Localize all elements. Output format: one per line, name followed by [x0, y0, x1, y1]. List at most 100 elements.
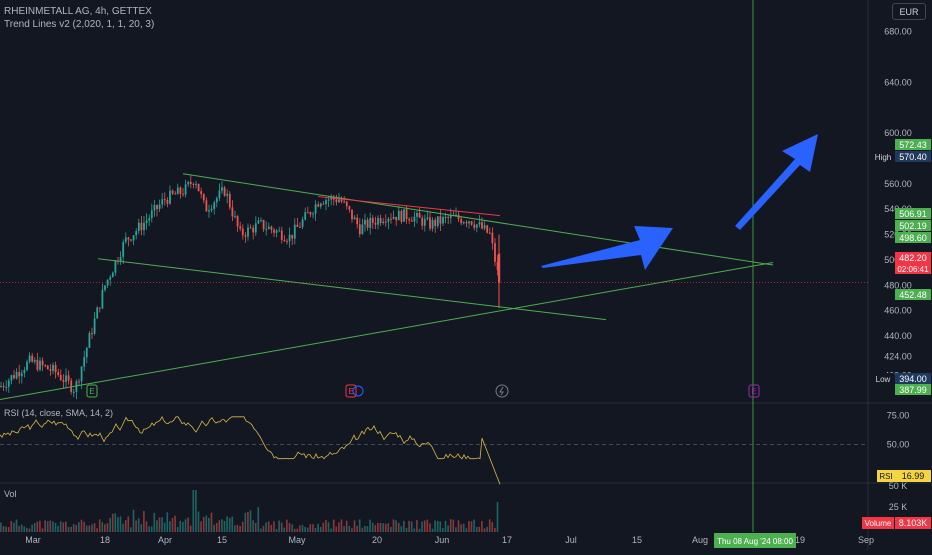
candle-body	[434, 219, 437, 226]
side-tag-label: Low	[876, 375, 891, 384]
candle-body	[106, 279, 109, 286]
volume-bar	[83, 521, 85, 532]
candle-body	[223, 187, 226, 196]
crosshair-time-box	[714, 533, 796, 548]
candle-body	[353, 217, 356, 220]
rsi-value-label: 16.99	[902, 471, 925, 481]
symbol-title[interactable]: RHEINMETALL AG, 4h, GETTEX	[4, 6, 152, 17]
time-tick-label: 20	[372, 535, 382, 545]
candle-body	[468, 221, 470, 224]
volume-bar	[26, 527, 28, 532]
candle-body	[119, 256, 122, 262]
candle-body	[429, 217, 431, 229]
candle-body	[296, 224, 299, 227]
candle-body	[351, 209, 353, 220]
volume-bar	[358, 519, 361, 532]
time-tick-label: Sep	[858, 535, 874, 545]
candle-body	[7, 380, 10, 387]
candle-body	[478, 222, 481, 225]
lightning-icon	[499, 386, 504, 396]
candle-body	[192, 183, 195, 185]
candle-body	[379, 217, 382, 223]
candle-body	[257, 220, 260, 224]
candle-body	[46, 365, 49, 370]
volume-bar	[39, 520, 41, 532]
candle-body	[59, 375, 62, 381]
volume-bar	[127, 516, 130, 532]
volume-bar	[106, 523, 109, 532]
volume-bar	[340, 519, 343, 532]
price-tick-label: 460.00	[884, 306, 912, 316]
candle-body	[78, 381, 80, 383]
volume-bar	[13, 522, 15, 532]
candle-body	[267, 226, 270, 230]
candle-body	[260, 219, 262, 221]
candle-body	[137, 222, 140, 232]
price-axis-label	[895, 252, 931, 274]
volume-bar	[75, 524, 78, 532]
candle-body	[470, 221, 473, 225]
volume-bar	[486, 526, 488, 532]
volume-bar	[226, 516, 228, 532]
time-tick-label: Mar	[25, 535, 41, 545]
candle-body	[52, 364, 54, 371]
volume-bar	[423, 520, 426, 532]
candle-body	[0, 386, 2, 388]
price-axis-label	[895, 208, 931, 219]
candle-body	[130, 239, 132, 241]
candle-body	[265, 229, 268, 231]
candle-body	[57, 372, 60, 376]
candle-body	[179, 187, 182, 194]
volume-bar	[62, 522, 65, 532]
candle-body	[283, 240, 286, 242]
candle-body	[262, 219, 265, 230]
candle-body	[275, 230, 278, 233]
volume-bar	[213, 524, 215, 532]
volume-bar	[231, 516, 234, 532]
candle-body	[340, 199, 343, 202]
volume-bar	[283, 527, 286, 532]
volume-bar	[325, 519, 327, 532]
volume-bar	[351, 528, 353, 532]
price-axis-label	[895, 232, 931, 243]
candle-body	[26, 361, 28, 371]
volume-bar	[470, 521, 473, 532]
volume-bar	[377, 522, 379, 532]
candle-body	[382, 221, 385, 223]
volume-bar	[397, 522, 400, 532]
volume-bar	[166, 512, 169, 532]
candle-body	[109, 277, 112, 280]
volume-bar	[403, 520, 405, 532]
candle-body	[20, 373, 23, 377]
candle-body	[28, 355, 31, 362]
candle-body	[140, 222, 143, 231]
candle-body	[75, 381, 78, 392]
rsi-tag-bg	[877, 470, 895, 482]
candle-body	[369, 217, 372, 228]
volume-bar	[421, 521, 423, 532]
volume-bar	[356, 525, 358, 532]
arrow-annotation	[541, 226, 673, 270]
price-axis-label-text: 387.99	[899, 385, 927, 395]
price-candles	[0, 175, 501, 400]
volume-bar	[7, 527, 10, 532]
indicator-title[interactable]: Trend Lines v2 (2,020, 1, 1, 20, 3)	[4, 19, 155, 30]
volume-bar	[478, 526, 481, 532]
candle-body	[423, 218, 426, 226]
candle-body	[286, 241, 288, 243]
volume-bar	[491, 522, 494, 532]
volume-bar	[460, 524, 462, 532]
volume-bar	[10, 520, 13, 532]
candle-body	[358, 224, 361, 235]
currency-button[interactable]: EUR	[892, 3, 926, 20]
volume-bar	[392, 519, 395, 532]
volume-bars	[0, 490, 499, 532]
candle-body	[392, 216, 395, 219]
volume-bar	[252, 520, 254, 532]
volume-bar	[111, 513, 114, 532]
candle-body	[426, 217, 429, 219]
candle-body	[143, 222, 145, 231]
candle-body	[36, 359, 39, 370]
